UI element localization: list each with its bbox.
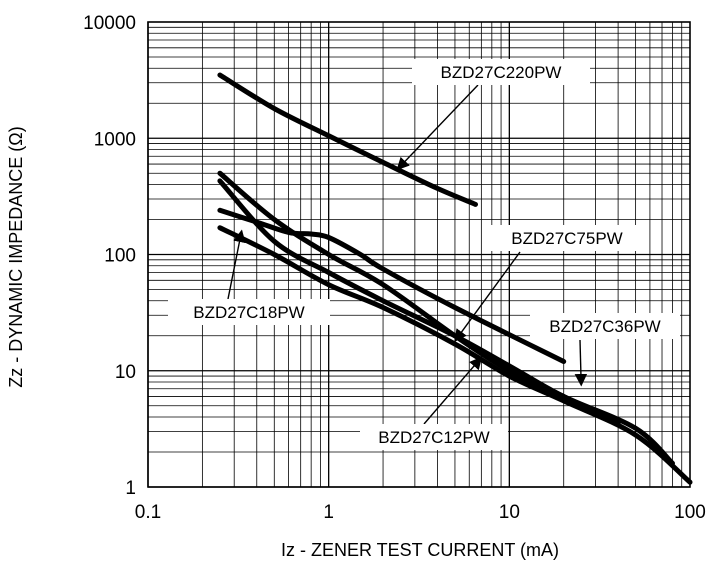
plot-frame	[147, 21, 691, 488]
callout-arrow-bzd27c220pw	[396, 84, 479, 171]
x-tick-label: 0.1	[135, 502, 161, 523]
callout-box-bzd27c36pw	[530, 313, 680, 339]
callout-label-bzd27c18pw: BZD27C18PW	[193, 303, 304, 322]
series-line-bzd27c220pw	[217, 72, 478, 207]
callout-arrow-bzd27c18pw	[227, 229, 246, 300]
callout-arrow-bzd27c36pw	[574, 339, 588, 387]
series-line-bzd27c18pw	[217, 225, 693, 485]
y-tick-label: 100	[104, 246, 136, 267]
x-tick-label: 10	[499, 502, 520, 523]
tick-labels: 0.1 1 10 100 1 10 100 1000 10000	[83, 13, 706, 523]
callout-box-bzd27c220pw	[412, 59, 590, 85]
x-axis-label: Iz - ZENER TEST CURRENT (mA)	[281, 540, 559, 560]
x-tick-label: 100	[674, 502, 706, 523]
y-tick-label: 1	[125, 478, 136, 499]
y-tick-label: 10000	[83, 13, 136, 34]
callout-box-bzd27c75pw	[490, 225, 644, 251]
series-line-bzd27c36pw	[217, 170, 621, 427]
series-line-bzd27c75pw	[217, 207, 567, 364]
callout-label-bzd27c220pw: BZD27C220PW	[441, 63, 562, 82]
y-tick-label: 1000	[94, 129, 136, 150]
callout-label-bzd27c12pw: BZD27C12PW	[378, 428, 489, 447]
callout-arrow-bzd27c12pw	[423, 356, 483, 425]
annotation-group: BZD27C220PW BZD27C75PW BZD27C36PW BZD27C18P…	[168, 59, 680, 450]
callout-label-bzd27c36pw: BZD27C36PW	[549, 317, 660, 336]
callout-box-bzd27c12pw	[360, 424, 508, 450]
x-tick-label: 1	[323, 502, 334, 523]
callout-box-bzd27c18pw	[168, 299, 330, 325]
y-axis-label: Zz - DYNAMIC IMPEDANCE (Ω)	[6, 126, 26, 387]
callout-arrow-bzd27c75pw	[454, 251, 521, 343]
callout-label-bzd27c75pw: BZD27C75PW	[511, 229, 622, 248]
y-tick-label: 10	[115, 362, 136, 383]
